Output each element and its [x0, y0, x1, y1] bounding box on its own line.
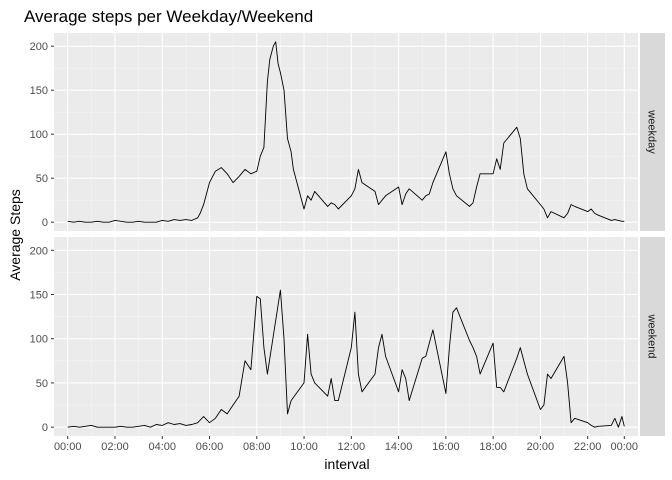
x-tick-label: 16:00 [432, 441, 460, 453]
x-tick-label: 00:00 [54, 441, 82, 453]
y-tick-label: 100 [30, 129, 48, 141]
x-tick-label: 12:00 [338, 441, 366, 453]
series-line-weekday [67, 41, 625, 223]
x-tick-label: 14:00 [385, 441, 413, 453]
panel-weekend: 0 50 100 150 200 weekend [30, 237, 665, 436]
facet-strip-label: weekday [646, 109, 658, 154]
x-tick-label: 06:00 [196, 441, 224, 453]
panels-layer: 0 50 100 150 200 weekday 0 50 100 150 200 weekend 00… [30, 33, 665, 453]
x-tick-label: 00:00 [611, 441, 639, 453]
y-tick-label: 0 [42, 217, 48, 229]
y-tick-label: 50 [36, 378, 48, 390]
x-tick-label: 04:00 [148, 441, 176, 453]
x-tick-label: 02:00 [101, 441, 129, 453]
y-tick-label: 150 [30, 85, 48, 97]
facet-strip [640, 33, 665, 231]
x-tick-label: 18:00 [479, 441, 507, 453]
y-tick-label: 0 [42, 422, 48, 434]
y-tick-label: 200 [30, 245, 48, 257]
y-tick-label: 200 [30, 41, 48, 53]
facet-strip-label: weekend [646, 313, 658, 358]
chart-title: Average steps per Weekday/Weekend [24, 7, 313, 26]
y-tick-label: 150 [30, 289, 48, 301]
x-axis: 00:00 02:00 04:00 06:00 08:00 10:00 12:00 14:00… [54, 436, 638, 453]
y-axis-title: Average Steps [7, 189, 23, 281]
series-line-weekend [67, 289, 625, 428]
panel-background [54, 237, 638, 436]
facet-strip [640, 237, 665, 436]
y-tick-label: 50 [36, 173, 48, 185]
x-tick-label: 10:00 [290, 441, 318, 453]
x-tick-label: 08:00 [243, 441, 271, 453]
x-tick-label: 22:00 [574, 441, 602, 453]
panel-weekday: 0 50 100 150 200 weekday [30, 33, 665, 231]
x-tick-label: 20:00 [527, 441, 555, 453]
x-axis-title: interval [324, 456, 369, 472]
y-tick-label: 100 [30, 334, 48, 346]
